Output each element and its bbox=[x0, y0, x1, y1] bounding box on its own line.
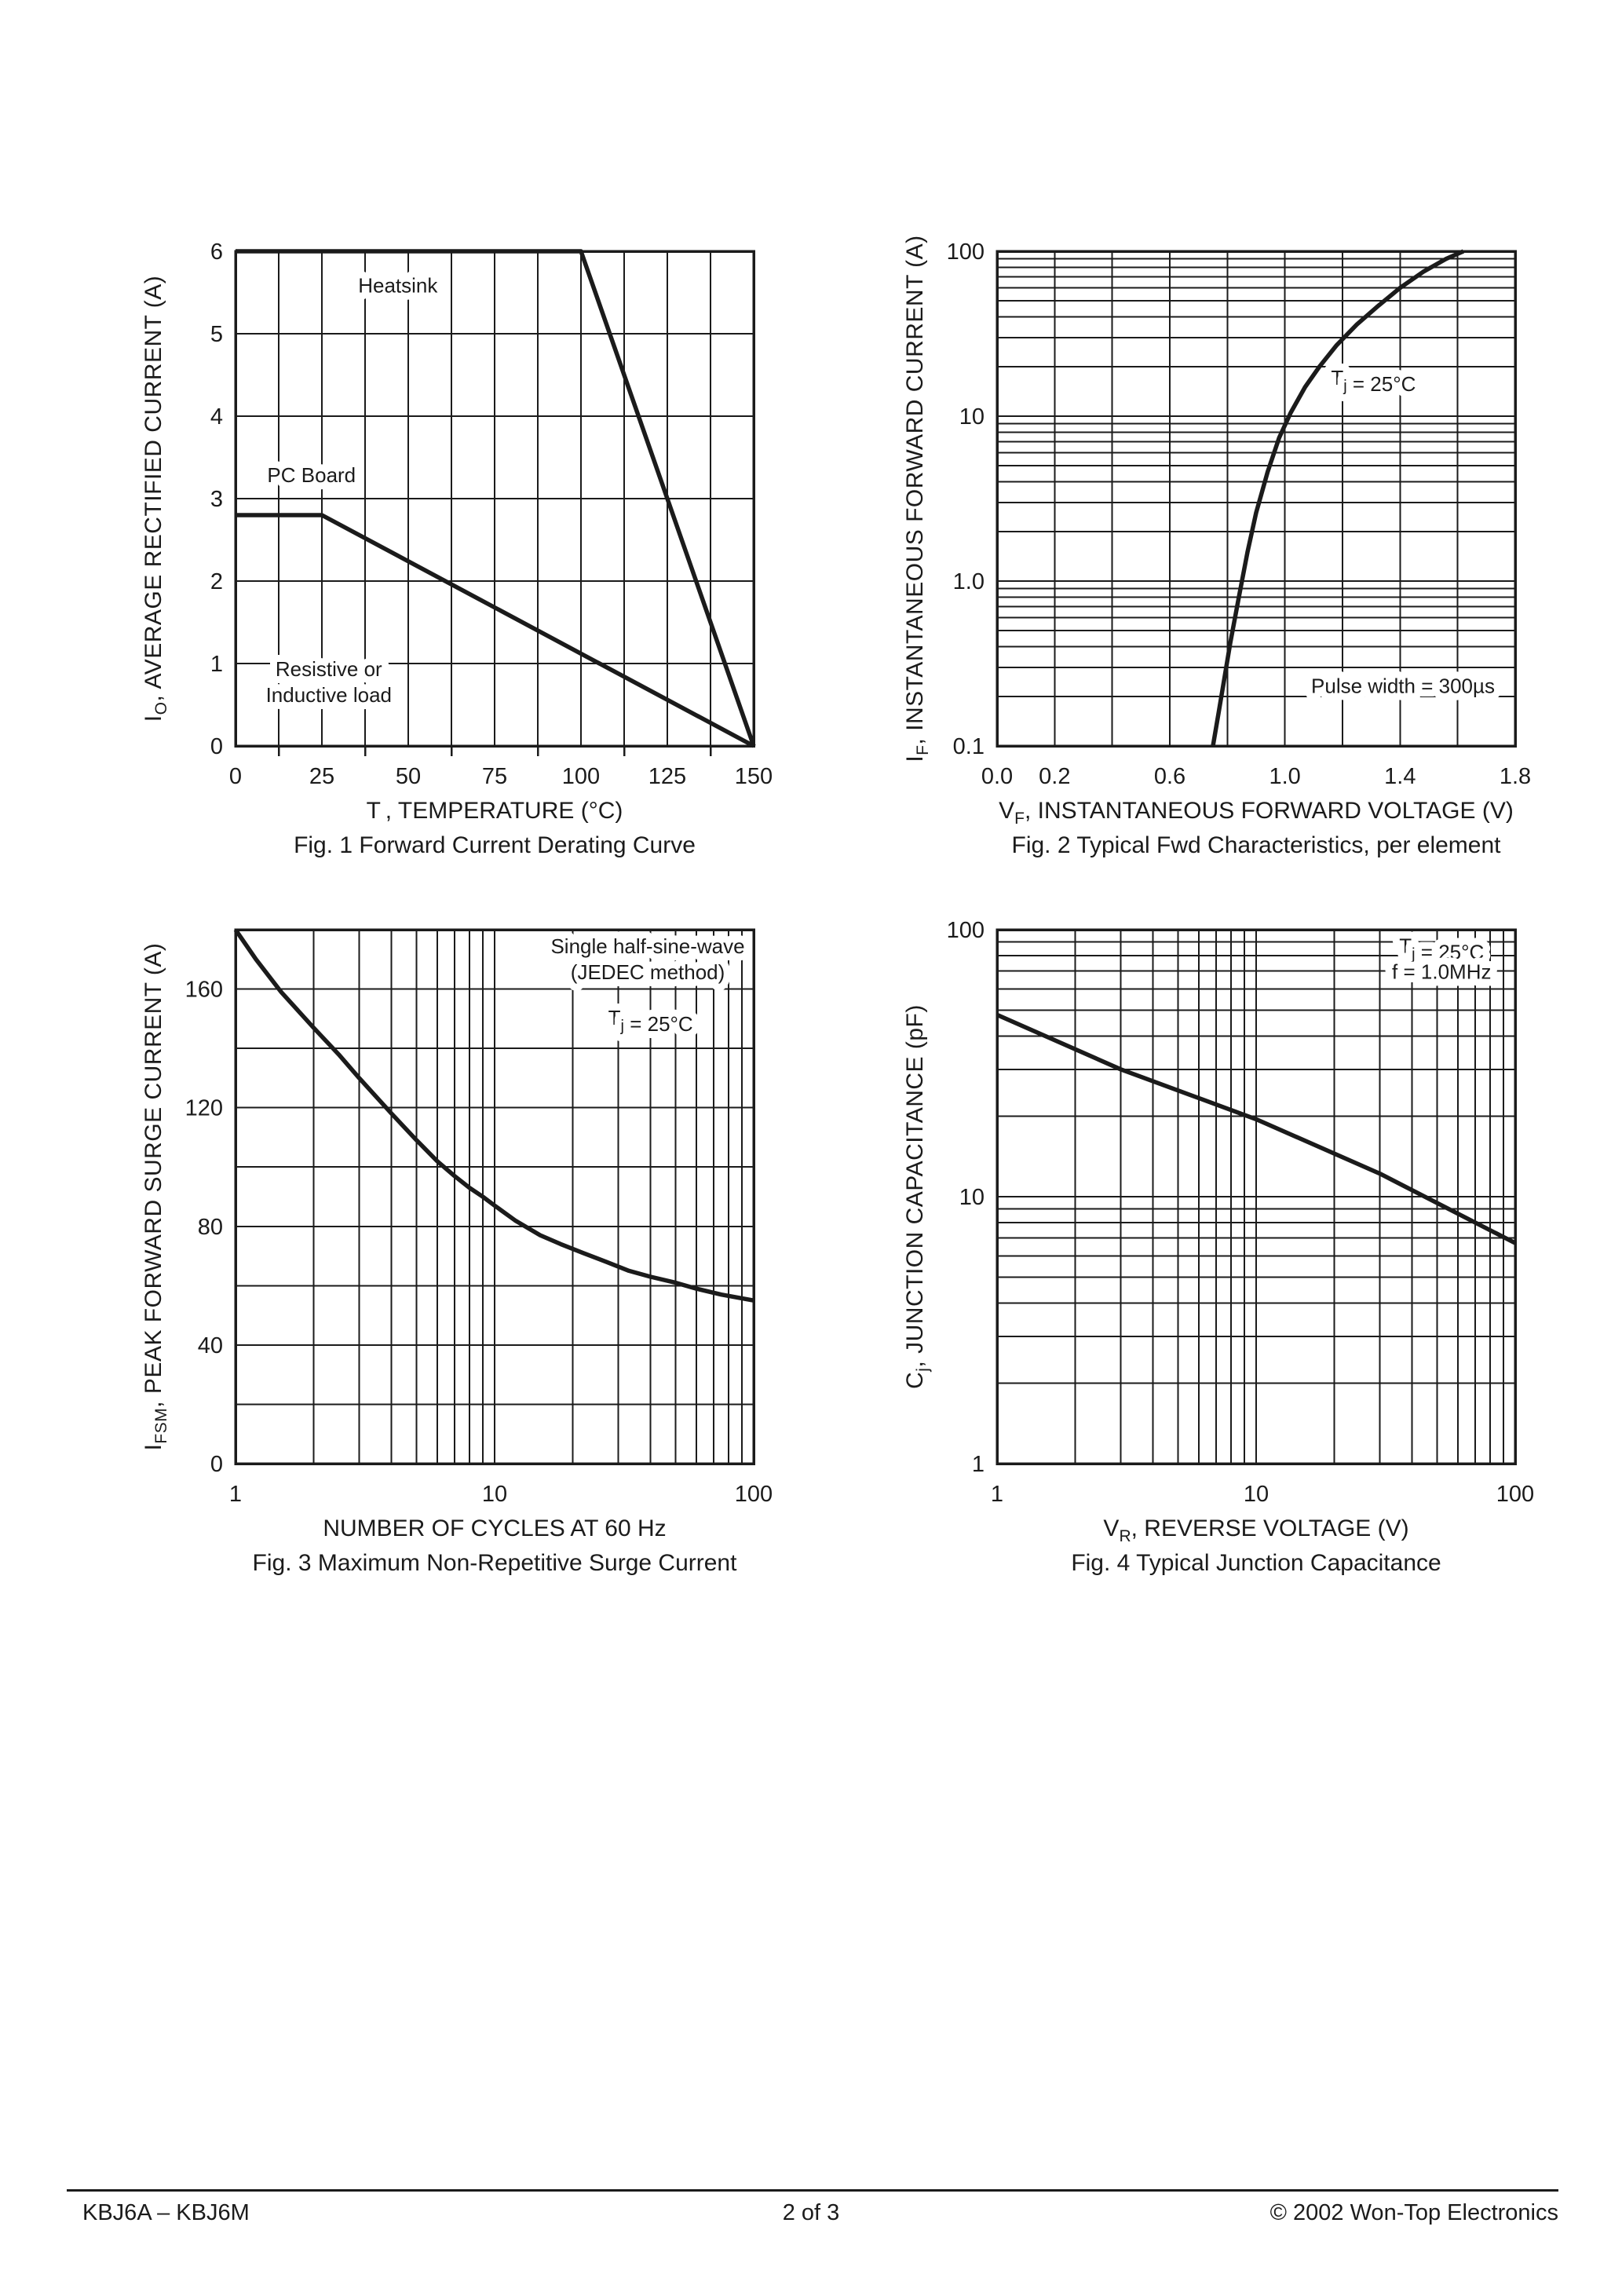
fig1-x-axis-title: T , TEMPERATURE (°C) bbox=[366, 798, 623, 824]
svg-text:100: 100 bbox=[1496, 1482, 1534, 1507]
svg-text:Tj = 25°C: Tj = 25°C bbox=[1331, 366, 1416, 396]
svg-text:100: 100 bbox=[735, 1482, 773, 1507]
svg-text:0.0: 0.0 bbox=[981, 764, 1013, 789]
svg-text:4: 4 bbox=[210, 404, 223, 430]
fig2-forward-characteristics-chart: IF, INSTANTANEOUS FORWARD CURRENT (A) 0.… bbox=[879, 229, 1562, 890]
svg-text:120: 120 bbox=[185, 1096, 223, 1121]
svg-text:10: 10 bbox=[959, 1185, 985, 1210]
svg-text:1: 1 bbox=[991, 1482, 1003, 1507]
svg-text:75: 75 bbox=[482, 764, 507, 789]
svg-text:150: 150 bbox=[735, 764, 773, 789]
svg-text:PC Board: PC Board bbox=[267, 463, 356, 487]
footer-copyright: © 2002 Won-Top Electronics bbox=[1269, 2200, 1558, 2225]
svg-text:0.6: 0.6 bbox=[1154, 764, 1185, 789]
svg-text:1.4: 1.4 bbox=[1384, 764, 1416, 789]
svg-text:Heatsink: Heatsink bbox=[358, 274, 438, 298]
footer-part-number: KBJ6A – KBJ6M bbox=[82, 2200, 250, 2225]
svg-text:Single half-sine-wave: Single half-sine-wave bbox=[550, 934, 744, 958]
fig3-surge-current-chart: IFSM, PEAK FORWARD SURGE CURRENT (A) 1 10… bbox=[118, 908, 801, 1614]
fig4-x-axis-title: VR, REVERSE VOLTAGE (V) bbox=[1103, 1515, 1409, 1545]
svg-text:10: 10 bbox=[1244, 1482, 1269, 1507]
charts-grid: IO, AVERAGE RECTIFIED CURRENT (A) 0 25 50 7… bbox=[118, 229, 1562, 1614]
svg-text:3: 3 bbox=[210, 487, 223, 512]
svg-text:2: 2 bbox=[210, 569, 223, 594]
svg-text:1: 1 bbox=[229, 1482, 242, 1507]
svg-text:Pulse width = 300µs: Pulse width = 300µs bbox=[1311, 674, 1495, 697]
svg-text:0: 0 bbox=[210, 734, 223, 759]
svg-text:0: 0 bbox=[210, 1452, 223, 1477]
footer-rule bbox=[67, 2189, 1558, 2192]
svg-text:10: 10 bbox=[959, 404, 985, 430]
svg-text:100: 100 bbox=[947, 918, 985, 943]
svg-text:100: 100 bbox=[562, 764, 600, 789]
svg-text:0.2: 0.2 bbox=[1039, 764, 1070, 789]
svg-text:1: 1 bbox=[210, 652, 223, 677]
svg-text:6: 6 bbox=[210, 239, 223, 265]
svg-text:0: 0 bbox=[229, 764, 242, 789]
fig4-caption: Fig. 4 Typical Junction Capacitance bbox=[1071, 1550, 1441, 1576]
svg-text:25: 25 bbox=[309, 764, 334, 789]
svg-text:80: 80 bbox=[198, 1215, 223, 1240]
fig1-caption: Fig. 1 Forward Current Derating Curve bbox=[294, 832, 696, 858]
fig1-plot-svg: 0 25 50 75 100 125 150 0 1 2 3 4 5 6 Heatsink PC Board R… bbox=[210, 239, 773, 789]
svg-text:1.0: 1.0 bbox=[1269, 764, 1301, 789]
svg-text:1.0: 1.0 bbox=[953, 569, 985, 594]
fig2-x-axis-title: VF, INSTANTANEOUS FORWARD VOLTAGE (V) bbox=[999, 798, 1514, 828]
fig2-caption: Fig. 2 Typical Fwd Characteristics, per … bbox=[1011, 832, 1501, 858]
fig1-forward-current-derating-chart: IO, AVERAGE RECTIFIED CURRENT (A) 0 25 50 7… bbox=[118, 229, 801, 890]
svg-text:f = 1.0MHz: f = 1.0MHz bbox=[1392, 960, 1491, 983]
fig3-plot-svg: 1 10 100 0 40 80 120 160 Single half-sine-wave(J… bbox=[185, 927, 773, 1507]
svg-text:Inductive load: Inductive load bbox=[266, 683, 392, 707]
svg-text:0.1: 0.1 bbox=[953, 734, 985, 759]
fig4-junction-capacitance-chart: Cj, JUNCTION CAPACITANCE (pF) 1 10 100 1 10 1… bbox=[879, 908, 1562, 1614]
svg-text:40: 40 bbox=[198, 1333, 223, 1358]
svg-text:1.8: 1.8 bbox=[1500, 764, 1531, 789]
svg-text:50: 50 bbox=[396, 764, 421, 789]
svg-text:125: 125 bbox=[648, 764, 686, 789]
svg-text:100: 100 bbox=[947, 239, 985, 265]
fig2-plot-svg: 0.0 0.2 0.6 1.0 1.4 1.8 0.1 1.0 10 100 Tj = 25°C Pu… bbox=[947, 239, 1532, 789]
svg-text:1: 1 bbox=[972, 1452, 985, 1477]
svg-text:5: 5 bbox=[210, 322, 223, 347]
svg-text:10: 10 bbox=[482, 1482, 507, 1507]
svg-text:Resistive or: Resistive or bbox=[276, 657, 382, 681]
footer-page-number: 2 of 3 bbox=[782, 2200, 840, 2225]
fig3-caption: Fig. 3 Maximum Non-Repetitive Surge Curr… bbox=[252, 1550, 737, 1576]
svg-text:(JEDEC method): (JEDEC method) bbox=[571, 960, 725, 984]
fig3-x-axis-title: NUMBER OF CYCLES AT 60 Hz bbox=[323, 1515, 667, 1541]
svg-text:160: 160 bbox=[185, 978, 223, 1003]
